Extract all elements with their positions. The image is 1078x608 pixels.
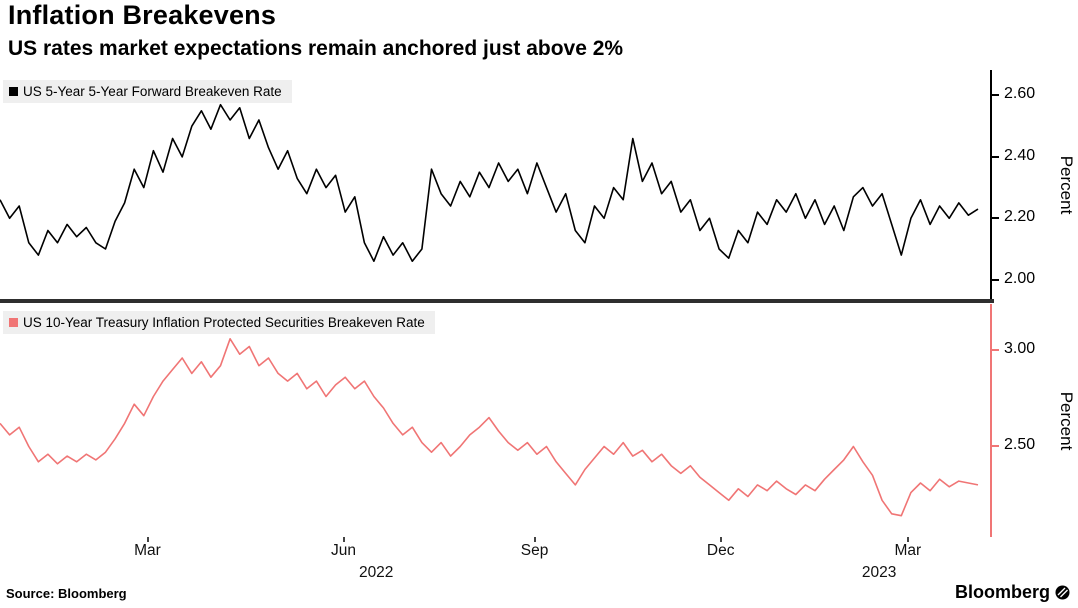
y-tick-label: 2.50: [1004, 436, 1036, 454]
y-tick-mark: [990, 278, 999, 281]
y-tick-label: 2.60: [1004, 85, 1036, 103]
chart-title: Inflation Breakevens: [8, 0, 277, 30]
top-chart-panel: US 5-Year 5-Year Forward Breakeven Rate …: [0, 70, 1078, 299]
x-tick-label: Jun: [331, 542, 357, 559]
y-tick-label: 3.00: [1004, 340, 1036, 358]
bottom-y-axis-line: [990, 304, 992, 537]
red-square-legend-icon: [9, 318, 18, 327]
x-year-label: 2022: [358, 564, 394, 581]
y-tick-label: 2.20: [1004, 208, 1036, 226]
bloomberg-brand-label: Bloomberg: [954, 582, 1050, 602]
bloomberg-logo-icon: [1055, 585, 1070, 600]
source-text: Source: Bloomberg: [6, 586, 127, 601]
y-tick-label: 2.00: [1004, 269, 1036, 287]
x-tick-label: Mar: [134, 542, 161, 559]
top-legend: US 5-Year 5-Year Forward Breakeven Rate: [3, 80, 292, 103]
x-tick-label: Sep: [520, 542, 549, 559]
black-square-legend-icon: [9, 87, 18, 96]
top-y-axis-line: [990, 70, 992, 299]
x-tick-mark: [719, 537, 722, 542]
x-tick-label: Dec: [706, 542, 735, 559]
y-tick-mark: [990, 445, 999, 448]
bloomberg-wordmark: Bloomberg: [955, 582, 1070, 603]
x-tick-mark: [533, 537, 536, 542]
line-path: [0, 337, 979, 517]
bottom-legend-label: US 10-Year Treasury Inflation Protected …: [23, 315, 425, 330]
bottom-legend: US 10-Year Treasury Inflation Protected …: [3, 311, 435, 334]
bottom-yaxis-title: Percent: [1057, 391, 1076, 450]
top-line-series: [0, 103, 979, 262]
x-tick-mark: [906, 537, 909, 542]
x-tick-mark: [342, 537, 345, 542]
y-tick-mark: [990, 349, 999, 352]
bottom-line-series: [0, 337, 979, 517]
x-tick-mark: [146, 537, 149, 542]
x-axis: Mar Jun Sep Dec Mar 2022 2023: [0, 537, 1078, 583]
top-yaxis-title: Percent: [1057, 155, 1076, 214]
y-tick-mark: [990, 94, 999, 97]
y-tick-label: 2.40: [1004, 146, 1036, 164]
chart-subtitle: US rates market expectations remain anch…: [8, 37, 624, 60]
x-year-label: 2023: [861, 564, 897, 581]
top-legend-label: US 5-Year 5-Year Forward Breakeven Rate: [23, 84, 282, 99]
bottom-chart-panel: US 10-Year Treasury Inflation Protected …: [0, 304, 1078, 537]
y-tick-mark: [990, 217, 999, 220]
x-tick-label: Mar: [894, 542, 922, 559]
y-tick-mark: [990, 155, 999, 158]
line-path: [0, 103, 979, 262]
panel-divider: [0, 299, 994, 303]
